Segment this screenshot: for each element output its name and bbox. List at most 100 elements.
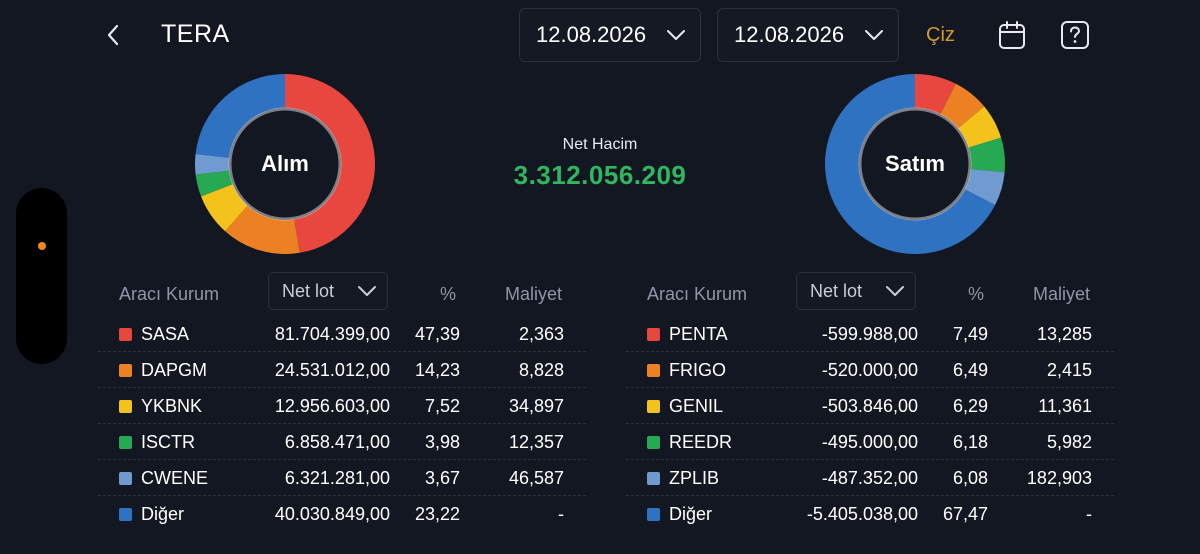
donut-slice-ykbnk: [201, 183, 249, 232]
color-swatch: [647, 328, 660, 341]
table-row[interactable]: ZPLIB -487.352,00 6,08 182,903: [626, 460, 1114, 496]
donut-hole: [232, 111, 338, 217]
percent-column-header: %: [439, 284, 456, 304]
table-row[interactable]: PENTA -599.988,00 7,49 13,285: [626, 316, 1114, 352]
donut-slice-dapgm: [225, 205, 300, 254]
color-swatch: [119, 472, 132, 485]
net-lot-value: -503.846,00: [821, 396, 918, 416]
table-row[interactable]: SASA 81.704.399,00 47,39 2,363: [98, 316, 586, 352]
color-swatch: [647, 364, 660, 377]
cost-value: 182,903: [1026, 468, 1092, 488]
help-icon: [1061, 21, 1089, 49]
table-row[interactable]: DAPGM 24.531.012,00 14,23 8,828: [98, 352, 586, 388]
broker-name: Diğer: [141, 504, 185, 524]
percent-value: 6,18: [952, 432, 988, 452]
net-lot-sort-value: Net lot: [282, 280, 335, 301]
side-handle[interactable]: [16, 188, 67, 364]
table-row[interactable]: Diğer -5.405.038,00 67,47 -: [626, 496, 1114, 531]
sell-donut-label: Satım: [885, 151, 945, 176]
donut-slice-zplib: [964, 168, 1005, 206]
donut-hole: [862, 111, 968, 217]
table-row[interactable]: REEDR -495.000,00 6,18 5,982: [626, 424, 1114, 460]
net-lot-value: 24.531.012,00: [274, 360, 390, 380]
cost-column-header: Maliyet: [504, 284, 562, 304]
chevron-down-icon: [865, 30, 883, 40]
donut-slice-diğer: [825, 74, 996, 254]
donut-inner-ring: [228, 107, 342, 221]
broker-name: ZPLIB: [669, 468, 720, 488]
buy-donut-chart: [195, 74, 375, 254]
back-button[interactable]: [100, 22, 126, 48]
table-row[interactable]: CWENE 6.321.281,00 3,67 46,587: [98, 460, 586, 496]
buy-table-header: Aracı Kurum Net lot % Maliyet: [98, 272, 586, 316]
net-lot-value: 40.030.849,00: [274, 504, 390, 524]
broker-name: SASA: [141, 324, 190, 344]
net-lot-value: 12.956.603,00: [274, 396, 390, 416]
percent-value: 3,67: [424, 468, 460, 488]
net-lot-value: 81.704.399,00: [274, 324, 390, 344]
broker-name: ISCTR: [141, 432, 195, 452]
broker-column-header: Aracı Kurum: [119, 284, 220, 304]
broker-name: Diğer: [669, 504, 713, 524]
net-lot-value: -495.000,00: [821, 432, 918, 452]
broker-name: CWENE: [141, 468, 208, 488]
donut-slice-sasa: [284, 74, 375, 253]
color-swatch: [647, 508, 660, 521]
draw-button[interactable]: Çiz: [926, 24, 955, 46]
sell-table: Aracı Kurum Net lot % Maliyet PENTA -599.…: [626, 272, 1114, 531]
color-swatch: [647, 472, 660, 485]
cost-value: 34,897: [508, 396, 564, 416]
donut-slice-isctr: [195, 170, 233, 197]
start-date-value: 12.08.2026: [536, 22, 647, 47]
net-lot-sort-select[interactable]: Net lot: [796, 272, 916, 310]
color-swatch: [647, 436, 660, 449]
chevron-down-icon: [358, 286, 376, 296]
table-row[interactable]: Diğer 40.030.849,00 23,22 -: [98, 496, 586, 531]
net-lot-sort-select[interactable]: Net lot: [268, 272, 388, 310]
table-row[interactable]: ISCTR 6.858.471,00 3,98 12,357: [98, 424, 586, 460]
buy-donut-label: Alım: [261, 151, 309, 176]
donut-slice-reedr: [968, 137, 1005, 173]
broker-name: DAPGM: [141, 360, 208, 380]
broker-name: YKBNK: [141, 396, 203, 416]
table-row[interactable]: FRIGO -520.000,00 6,49 2,415: [626, 352, 1114, 388]
sell-table-header: Aracı Kurum Net lot % Maliyet: [626, 272, 1114, 316]
net-lot-value: -487.352,00: [821, 468, 918, 488]
percent-value: 23,22: [414, 504, 460, 524]
donut-inner-ring: [858, 107, 972, 221]
donut-slice-frigo: [939, 83, 985, 129]
broker-name: FRIGO: [669, 360, 726, 380]
percent-value: 67,47: [942, 504, 988, 524]
percent-value: 7,49: [952, 324, 988, 344]
start-date-select[interactable]: 12.08.2026: [519, 8, 701, 62]
percent-column-header: %: [967, 284, 984, 304]
end-date-select[interactable]: 12.08.2026: [717, 8, 899, 62]
donut-slice-diğer: [195, 74, 286, 159]
table-row[interactable]: GENIL -503.846,00 6,29 11,361: [626, 388, 1114, 424]
calendar-button[interactable]: [996, 18, 1028, 52]
cost-value: 46,587: [508, 468, 564, 488]
sell-donut-chart: [825, 74, 1005, 254]
percent-value: 3,98: [424, 432, 460, 452]
cost-value: -: [558, 504, 564, 524]
cost-value: 2,363: [518, 324, 564, 344]
percent-value: 14,23: [414, 360, 460, 380]
page-title: TERA: [161, 20, 230, 48]
help-button[interactable]: [1059, 18, 1091, 52]
cost-column-header: Maliyet: [1032, 284, 1090, 304]
net-lot-value: -520.000,00: [821, 360, 918, 380]
cost-value: 13,285: [1036, 324, 1092, 344]
chevron-down-icon: [886, 286, 904, 296]
buy-table: Aracı Kurum Net lot % Maliyet SASA 81.704…: [98, 272, 586, 531]
net-lot-value: -5.405.038,00: [806, 504, 918, 524]
calendar-icon: [999, 21, 1025, 49]
color-swatch: [647, 400, 660, 413]
cost-value: 5,982: [1046, 432, 1092, 452]
color-swatch: [119, 364, 132, 377]
table-row[interactable]: YKBNK 12.956.603,00 7,52 34,897: [98, 388, 586, 424]
net-lot-sort-value: Net lot: [810, 280, 863, 301]
percent-value: 47,39: [414, 324, 460, 344]
color-swatch: [119, 508, 132, 521]
broker-name: GENIL: [669, 396, 724, 416]
cost-value: -: [1086, 504, 1092, 524]
